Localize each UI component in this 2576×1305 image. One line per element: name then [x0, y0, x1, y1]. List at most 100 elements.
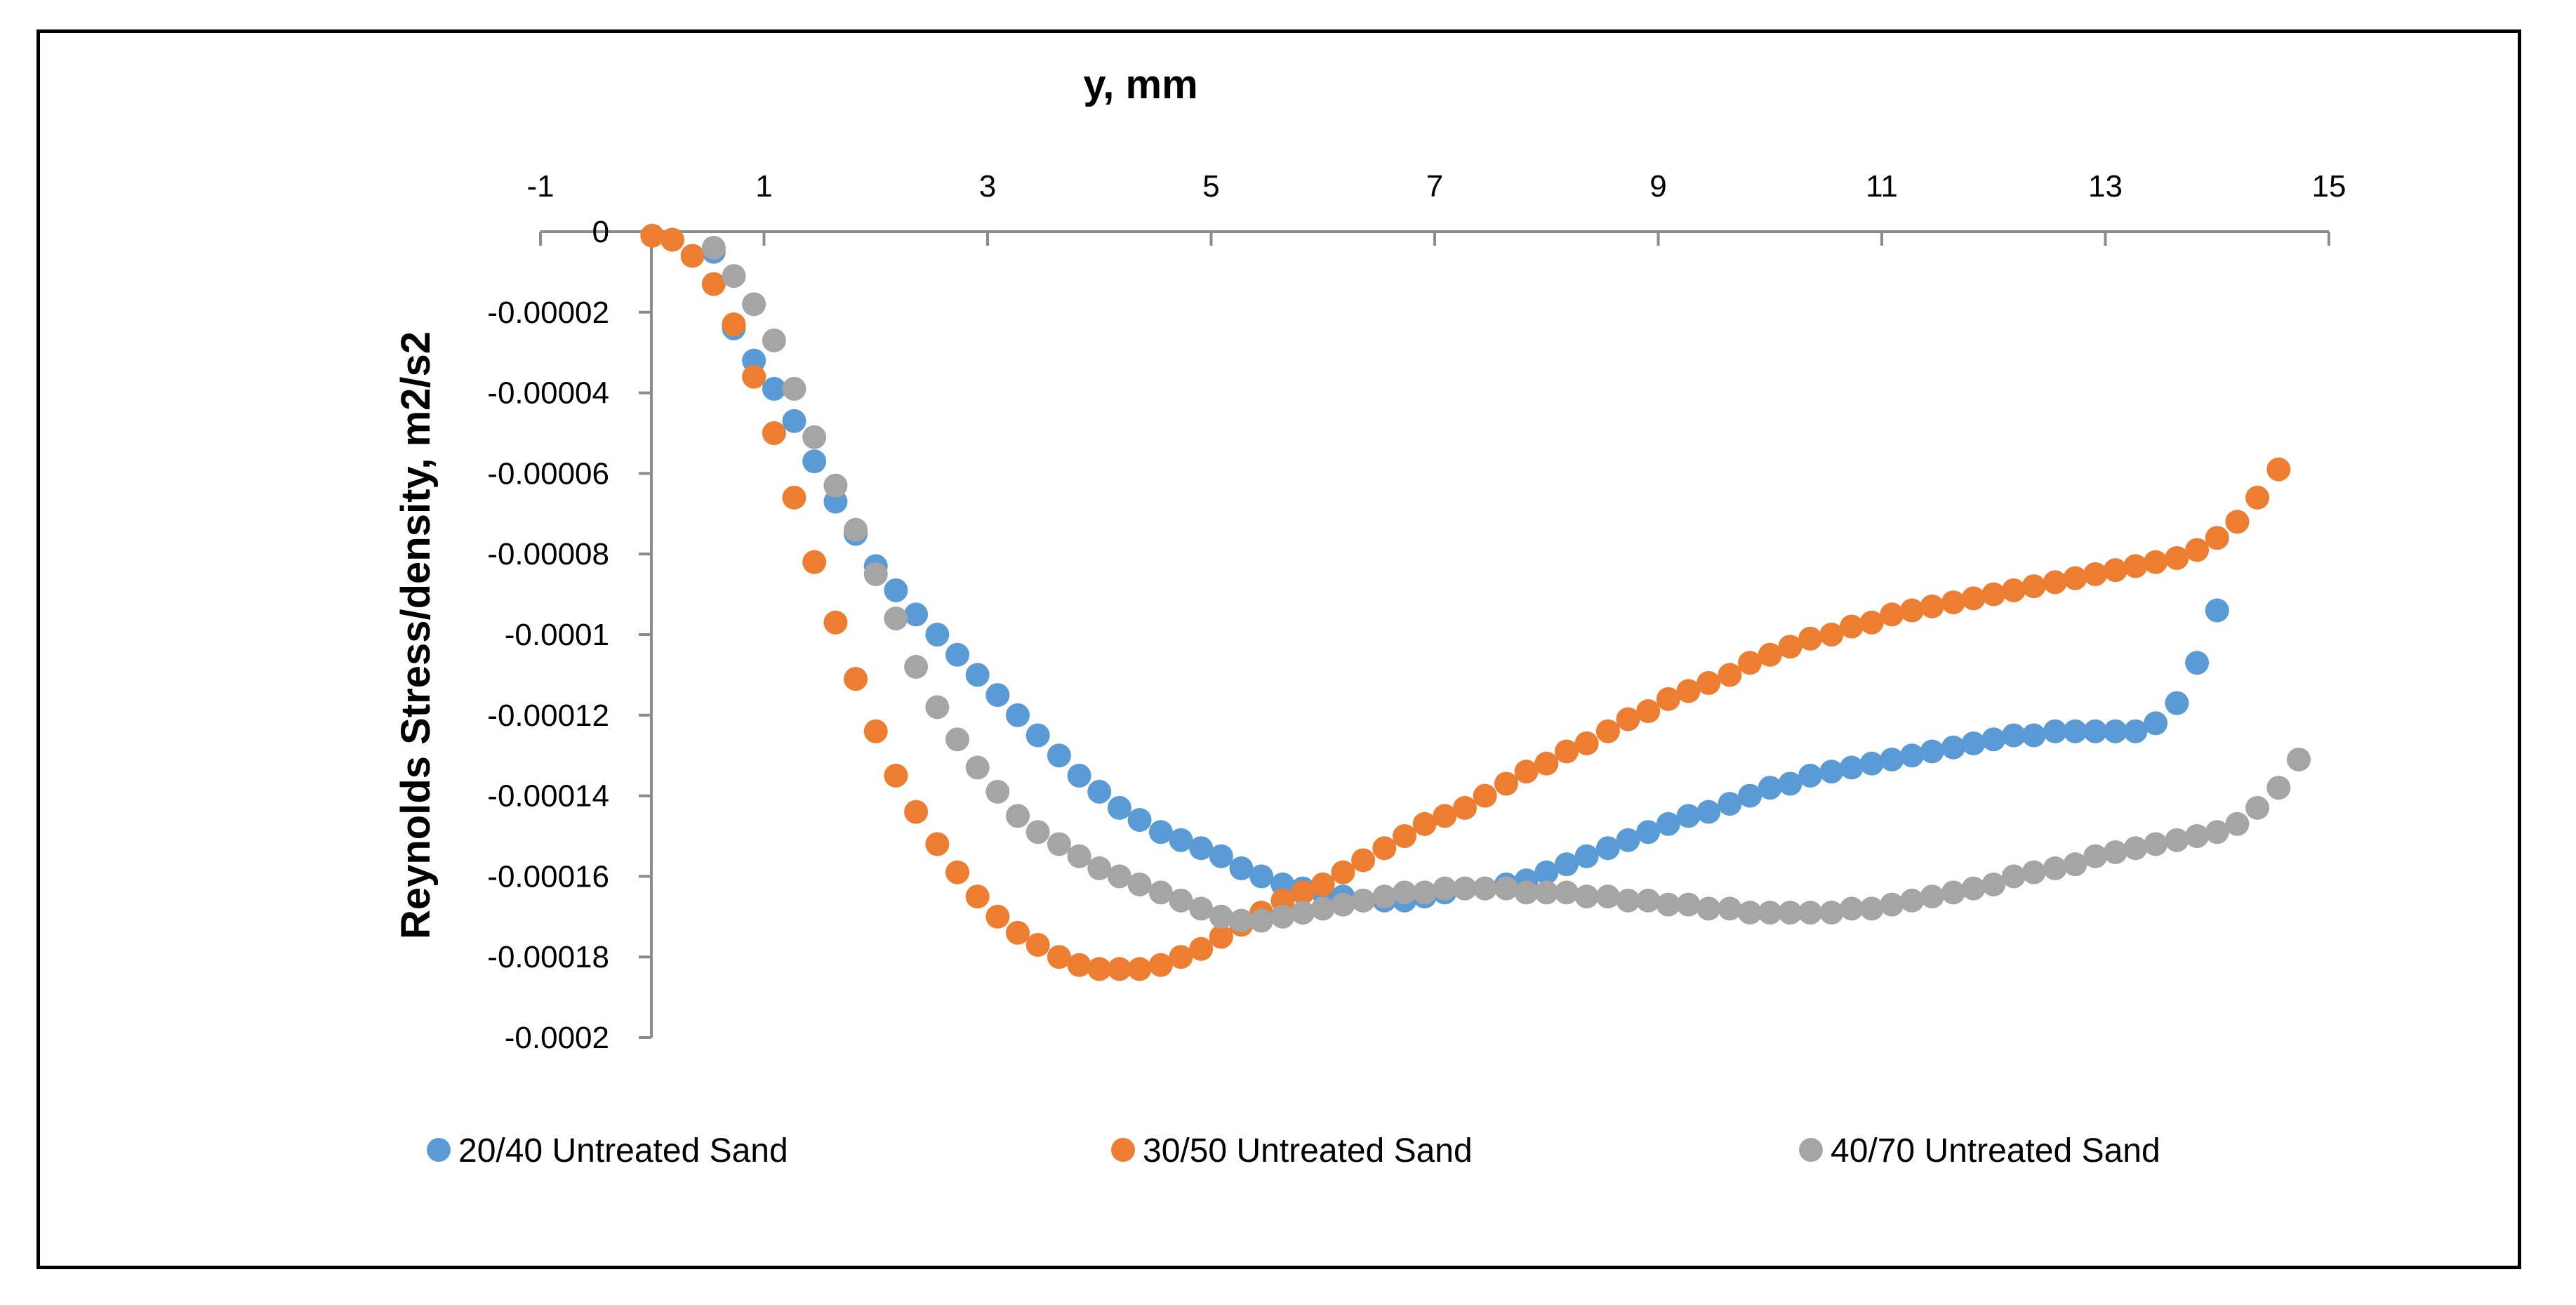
data-point — [2123, 836, 2148, 861]
data-point — [1697, 896, 1721, 921]
data-point — [1331, 892, 1355, 917]
data-point — [1047, 743, 1071, 768]
data-point — [1534, 751, 1559, 776]
data-point — [1514, 880, 1539, 905]
data-point — [2063, 566, 2087, 590]
data-point — [660, 227, 684, 252]
data-point — [1554, 880, 1579, 905]
data-point — [640, 223, 665, 248]
data-point — [1087, 856, 1112, 880]
data-point — [1331, 860, 1355, 885]
data-point — [2043, 719, 2067, 743]
data-point — [2063, 719, 2087, 743]
data-point — [2144, 832, 2168, 856]
data-point — [1148, 820, 1173, 844]
data-point — [722, 312, 746, 337]
data-point — [742, 364, 766, 389]
data-point — [2083, 719, 2108, 743]
data-point — [1452, 795, 1477, 820]
legend-label: 20/40 Untreated Sand — [458, 1132, 788, 1170]
data-point — [884, 607, 908, 631]
data-point — [1920, 594, 1944, 618]
data-point — [680, 244, 705, 268]
data-point — [1433, 804, 1457, 828]
data-point — [2245, 485, 2270, 510]
x-tick-label: 13 — [2088, 169, 2123, 204]
data-point — [2205, 526, 2229, 550]
data-point — [1107, 957, 1131, 981]
data-point — [2185, 538, 2210, 562]
x-tick-label: -1 — [526, 169, 554, 204]
data-point — [863, 719, 888, 743]
axes: -1 1 3 5 7 9 11 13 150-0.00002-0.00004-0.00006-0… — [487, 169, 2346, 1055]
data-point — [1840, 896, 1864, 921]
data-point — [782, 376, 806, 401]
data-point — [1005, 804, 1030, 828]
data-point — [701, 235, 726, 260]
data-point — [1758, 776, 1782, 800]
y-tick-label: -0.00016 — [487, 859, 609, 894]
data-point — [985, 779, 1010, 804]
x-tick-label: 9 — [1649, 169, 1666, 204]
y-tick-label: -0.00014 — [487, 779, 609, 814]
data-point — [1656, 812, 1680, 836]
data-point — [1595, 719, 1620, 743]
data-point — [1758, 901, 1782, 925]
data-point — [2043, 570, 2067, 595]
data-point — [1941, 735, 1965, 760]
data-point — [1127, 957, 1152, 981]
data-point — [1880, 747, 1904, 771]
data-point — [1412, 812, 1437, 836]
data-point — [1574, 844, 1599, 868]
data-point — [1738, 901, 1762, 925]
data-point — [1351, 888, 1376, 913]
data-point — [945, 860, 970, 885]
data-point — [2266, 457, 2291, 482]
data-point — [2001, 864, 2026, 889]
data-point — [2245, 795, 2270, 820]
data-point — [1229, 908, 1254, 933]
data-point — [1067, 953, 1091, 977]
y-tick-label: -0.0001 — [505, 618, 609, 652]
data-point — [1047, 832, 1071, 856]
data-point — [1961, 586, 1986, 611]
data-point — [1554, 739, 1579, 764]
data-point — [965, 885, 990, 909]
data-point — [1393, 880, 1417, 905]
data-point — [782, 485, 806, 510]
data-point — [1189, 836, 1214, 861]
x-tick-label: 5 — [1202, 169, 1219, 204]
data-point — [1047, 945, 1071, 969]
legend-entry: 40/70 Untreated Sand — [1799, 1132, 2160, 1170]
data-point — [844, 667, 868, 691]
data-point — [1676, 679, 1701, 703]
data-point — [2144, 711, 2168, 736]
data-point — [904, 654, 929, 679]
data-point — [2185, 824, 2210, 848]
y-axis-title: Reynolds Stress/density, m2/s2 — [393, 331, 439, 939]
data-point — [945, 642, 970, 667]
data-point — [1819, 760, 1844, 784]
y-tick-label: -0.00008 — [487, 537, 609, 571]
data-point — [1514, 760, 1539, 784]
data-point — [2021, 723, 2046, 748]
legend: 20/40 Untreated Sand 30/50 Untreated Sand… — [427, 1132, 2160, 1170]
data-point — [1087, 779, 1112, 804]
data-point — [1738, 783, 1762, 808]
data-point — [884, 578, 908, 602]
data-point — [762, 328, 786, 352]
data-point — [985, 683, 1010, 708]
data-point — [1310, 896, 1335, 921]
data-point — [1697, 670, 1721, 695]
data-point — [2185, 651, 2210, 675]
data-point — [1372, 836, 1397, 861]
data-point — [1778, 771, 1802, 796]
data-point — [1107, 795, 1131, 820]
data-point — [2205, 598, 2229, 623]
y-tick-label: 0 — [592, 215, 609, 249]
data-point — [1025, 820, 1050, 844]
data-point — [1738, 651, 1762, 675]
data-point — [2266, 776, 2291, 800]
data-point — [1169, 945, 1193, 969]
